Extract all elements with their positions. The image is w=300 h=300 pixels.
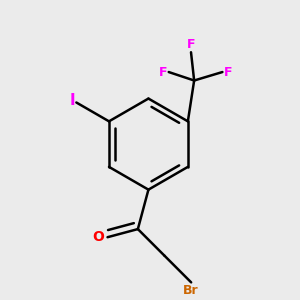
Text: Br: Br	[183, 284, 199, 297]
Text: F: F	[187, 38, 195, 51]
Text: I: I	[69, 93, 75, 108]
Text: O: O	[92, 230, 104, 244]
Text: F: F	[224, 65, 232, 79]
Text: F: F	[159, 65, 167, 79]
